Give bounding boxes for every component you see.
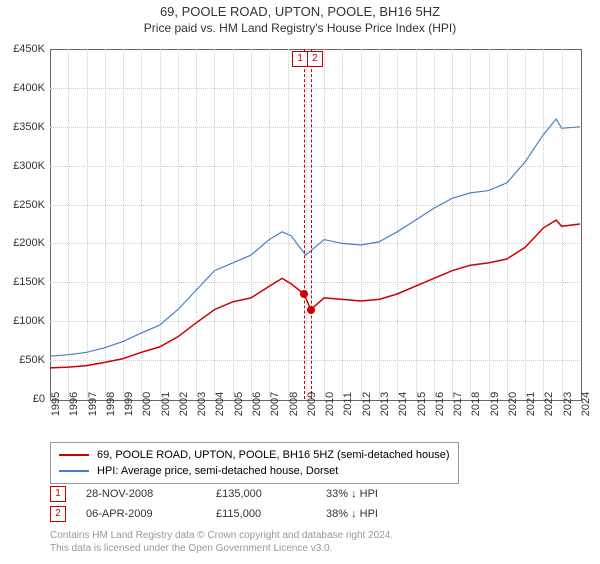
x-axis-label: 2022 [543, 392, 555, 416]
x-axis-label: 1997 [87, 392, 99, 416]
event-marker [300, 290, 308, 298]
x-axis-label: 1999 [123, 392, 135, 416]
legend-swatch [59, 454, 89, 456]
lines-layer [50, 49, 580, 399]
x-axis-label: 2014 [397, 392, 409, 416]
event-line [311, 49, 312, 399]
x-axis-label: 2011 [342, 392, 354, 416]
x-axis-label: 2017 [452, 392, 464, 416]
y-axis-label: £200K [0, 237, 45, 249]
x-axis-label: 2010 [324, 392, 336, 416]
x-axis-label: 2005 [233, 392, 245, 416]
x-axis-label: 2003 [196, 392, 208, 416]
legend-label: HPI: Average price, semi-detached house,… [97, 465, 338, 477]
y-axis-label: £250K [0, 199, 45, 211]
y-axis-label: £100K [0, 315, 45, 327]
x-axis-label: 2000 [141, 392, 153, 416]
series-line [50, 119, 580, 356]
x-axis-label: 2013 [379, 392, 391, 416]
x-axis-label: 2023 [562, 392, 574, 416]
chart-area: 12 £0£50K£100K£150K£200K£250K£300K£350K£… [50, 49, 580, 399]
legend-label: 69, POOLE ROAD, UPTON, POOLE, BH16 5HZ (… [97, 449, 450, 461]
event-hpi: 38% ↓ HPI [326, 508, 436, 520]
y-axis-label: £0 [0, 393, 45, 405]
legend-item: HPI: Average price, semi-detached house,… [59, 463, 450, 479]
y-axis-label: £350K [0, 121, 45, 133]
legend-swatch [59, 470, 89, 472]
x-axis-label: 2021 [525, 392, 537, 416]
event-date: 28-NOV-2008 [86, 488, 216, 500]
event-row: 1 28-NOV-2008£135,00033% ↓ HPI [50, 484, 436, 504]
x-axis-label: 2006 [251, 392, 263, 416]
event-number: 2 [50, 506, 66, 522]
event-marker [307, 306, 315, 314]
x-axis-label: 2019 [489, 392, 501, 416]
y-axis-label: £300K [0, 160, 45, 172]
event-number: 1 [50, 486, 66, 502]
x-axis-label: 2018 [470, 392, 482, 416]
y-axis-label: £450K [0, 43, 45, 55]
legend-item: 69, POOLE ROAD, UPTON, POOLE, BH16 5HZ (… [59, 447, 450, 463]
events-table: 1 28-NOV-2008£135,00033% ↓ HPI 2 06-APR-200… [50, 484, 436, 524]
x-axis-label: 2020 [507, 392, 519, 416]
x-axis-label: 2008 [288, 392, 300, 416]
x-axis-label: 2004 [214, 392, 226, 416]
x-axis-label: 2007 [269, 392, 281, 416]
chart-subtitle: Price paid vs. HM Land Registry's House … [0, 21, 600, 35]
event-row: 2 06-APR-2009£115,00038% ↓ HPI [50, 504, 436, 524]
footer-line2: This data is licensed under the Open Gov… [50, 542, 393, 555]
chart-title: 69, POOLE ROAD, UPTON, POOLE, BH16 5HZ [0, 4, 600, 19]
legend: 69, POOLE ROAD, UPTON, POOLE, BH16 5HZ (… [50, 442, 459, 484]
event-hpi: 33% ↓ HPI [326, 488, 436, 500]
x-axis-label: 2016 [434, 392, 446, 416]
x-axis-label: 2002 [178, 392, 190, 416]
footer-line1: Contains HM Land Registry data © Crown c… [50, 529, 393, 542]
y-axis-label: £400K [0, 82, 45, 94]
x-axis-label: 2015 [416, 392, 428, 416]
x-axis-label: 1998 [105, 392, 117, 416]
event-price: £115,000 [216, 508, 326, 520]
x-axis-label: 1996 [68, 392, 80, 416]
x-axis-label: 2009 [306, 392, 318, 416]
event-price: £135,000 [216, 488, 326, 500]
event-date: 06-APR-2009 [86, 508, 216, 520]
x-axis-label: 2001 [160, 392, 172, 416]
series-line [50, 220, 580, 368]
y-axis-label: £50K [0, 354, 45, 366]
x-axis-label: 2012 [361, 392, 373, 416]
x-axis-label: 2024 [580, 392, 592, 416]
footer: Contains HM Land Registry data © Crown c… [50, 529, 393, 555]
event-number-box: 2 [307, 51, 323, 67]
x-axis-label: 1995 [50, 392, 62, 416]
y-axis-label: £150K [0, 276, 45, 288]
event-line [304, 49, 305, 399]
